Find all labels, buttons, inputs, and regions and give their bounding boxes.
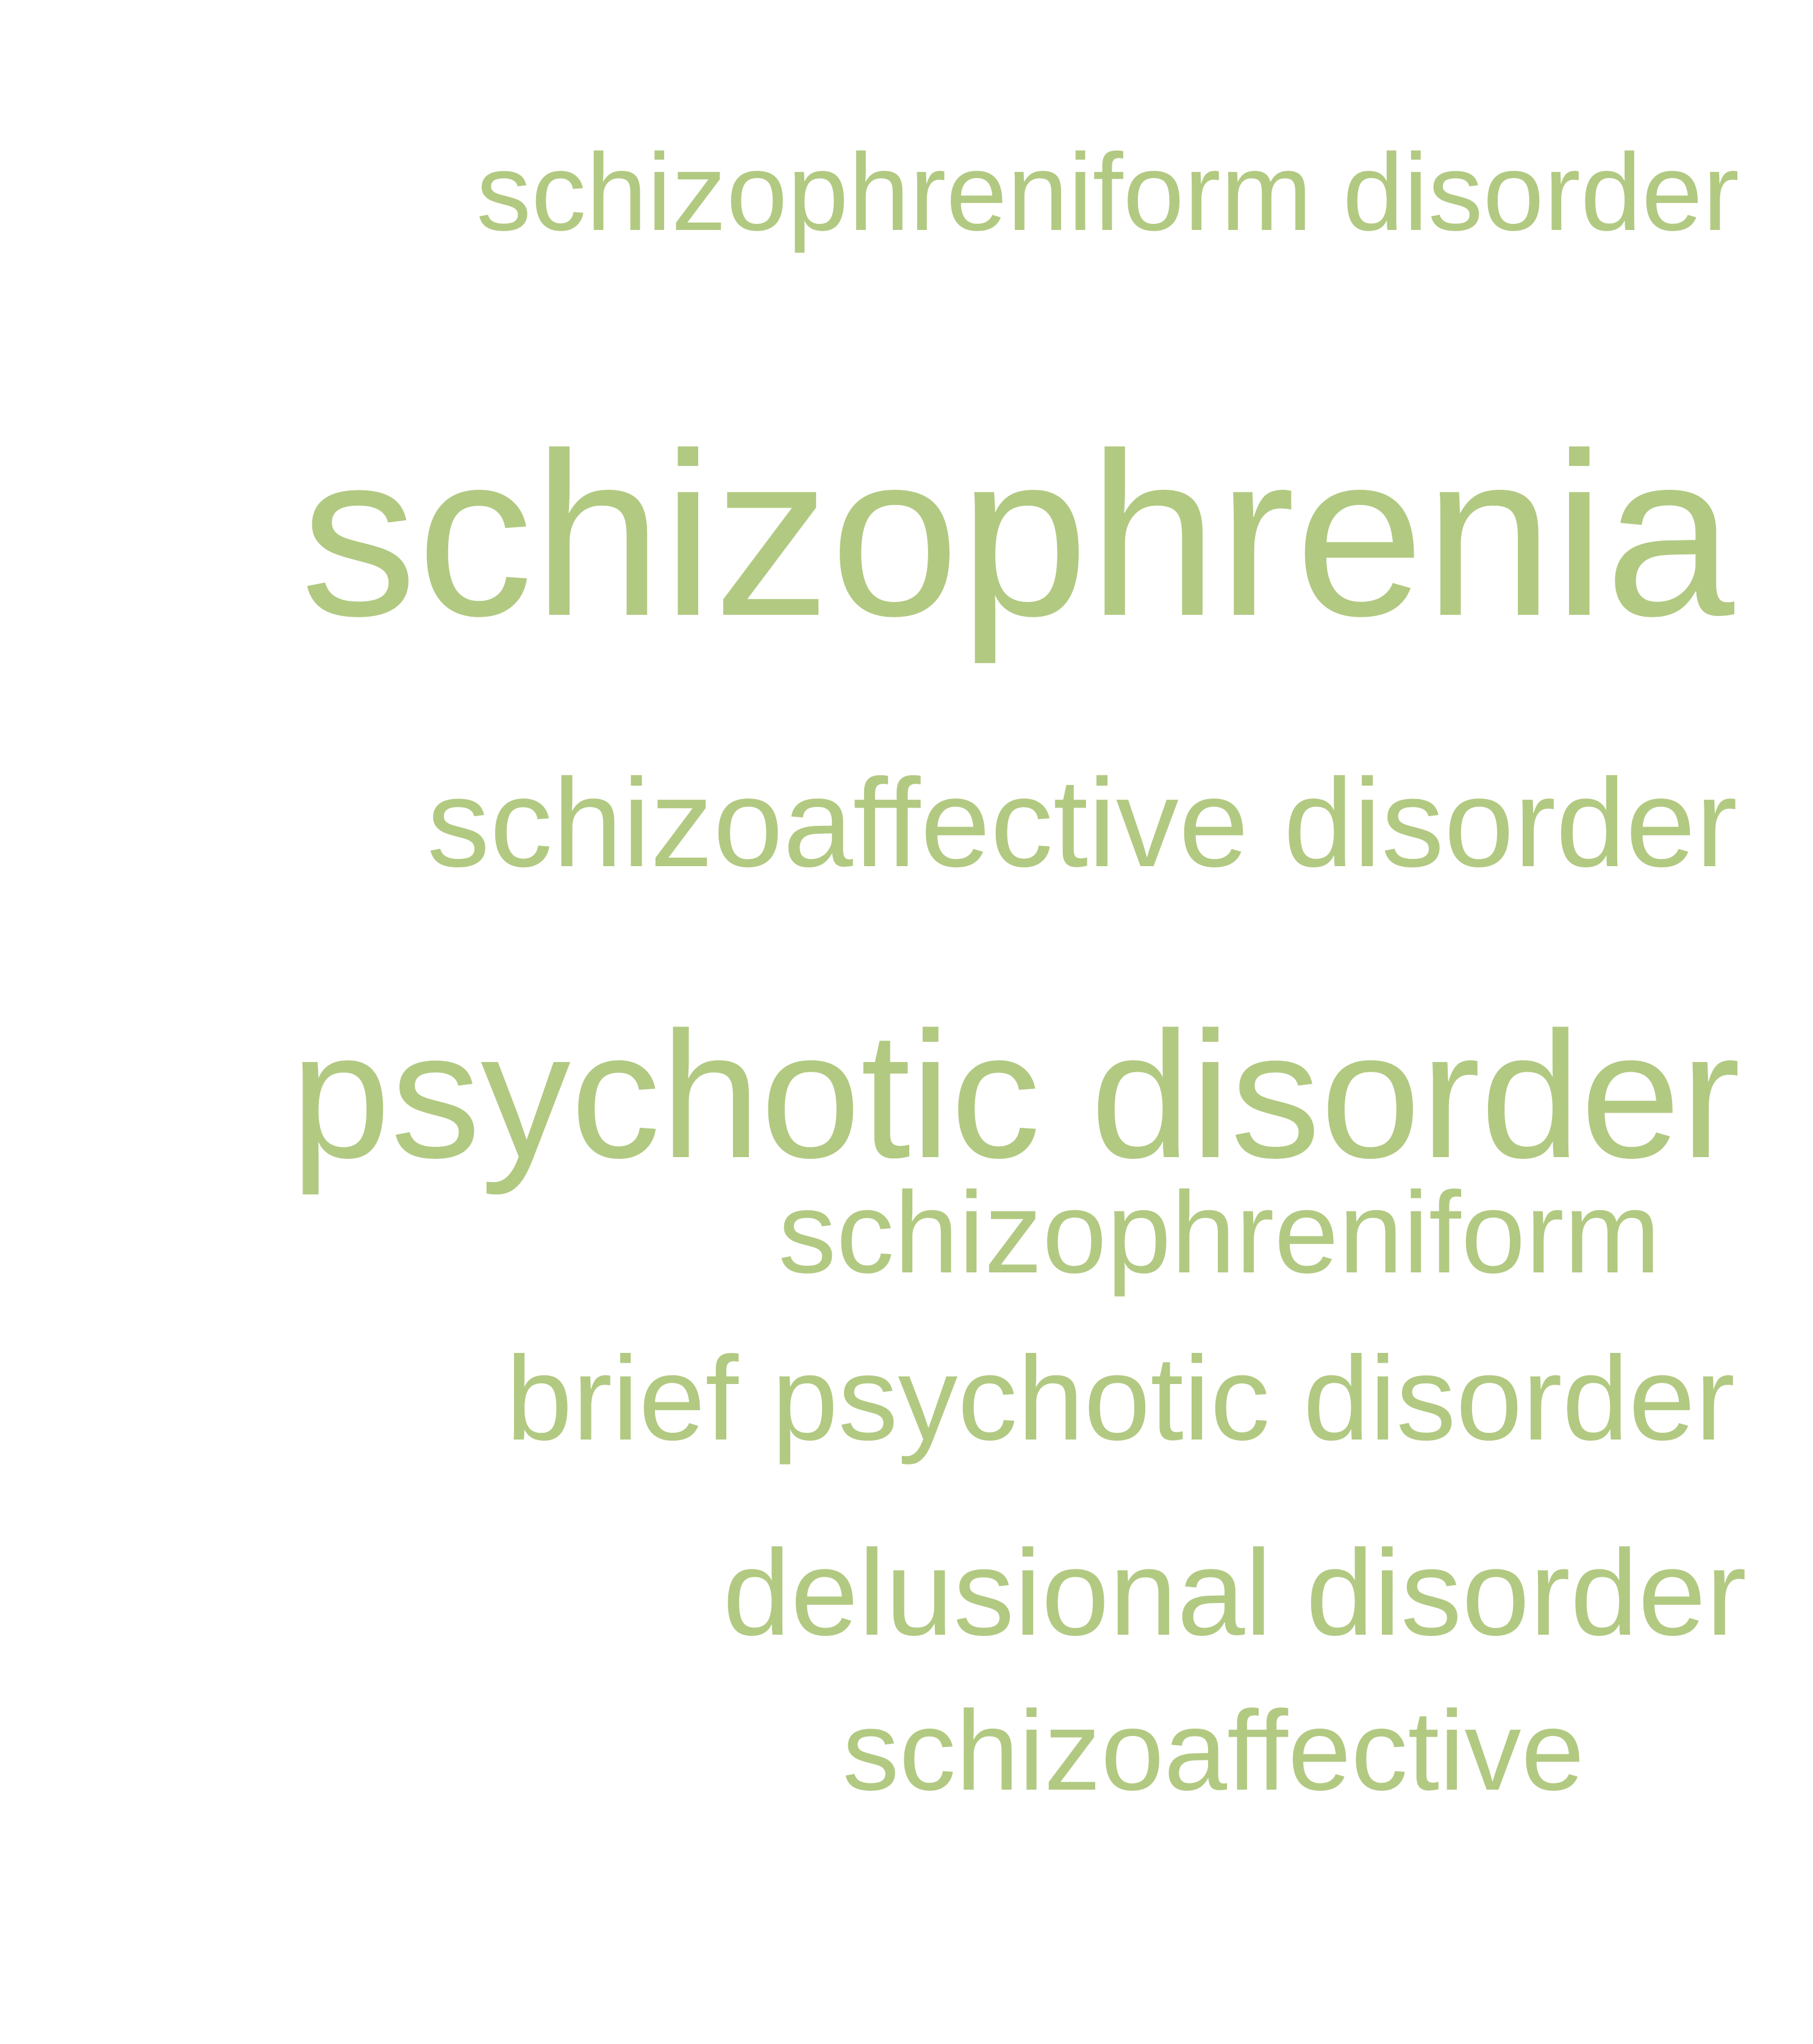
word-psychotic-disorder: psychotic disorder — [290, 994, 1740, 1196]
word-schizoaffective: schizoaffective — [842, 1688, 1584, 1814]
word-brief-psychotic-disorder: brief psychotic disorder — [506, 1332, 1735, 1465]
word-schizophrenia: schizophrenia — [301, 404, 1734, 664]
word-delusional-disorder: delusional disorder — [723, 1525, 1747, 1661]
word-schizophreniform: schizophreniform — [778, 1168, 1661, 1297]
word-schizophreniform-disorder: schizophreniform disorder — [476, 131, 1739, 254]
word-schizoaffective-disorder: schizoaffective disorder — [427, 753, 1737, 893]
